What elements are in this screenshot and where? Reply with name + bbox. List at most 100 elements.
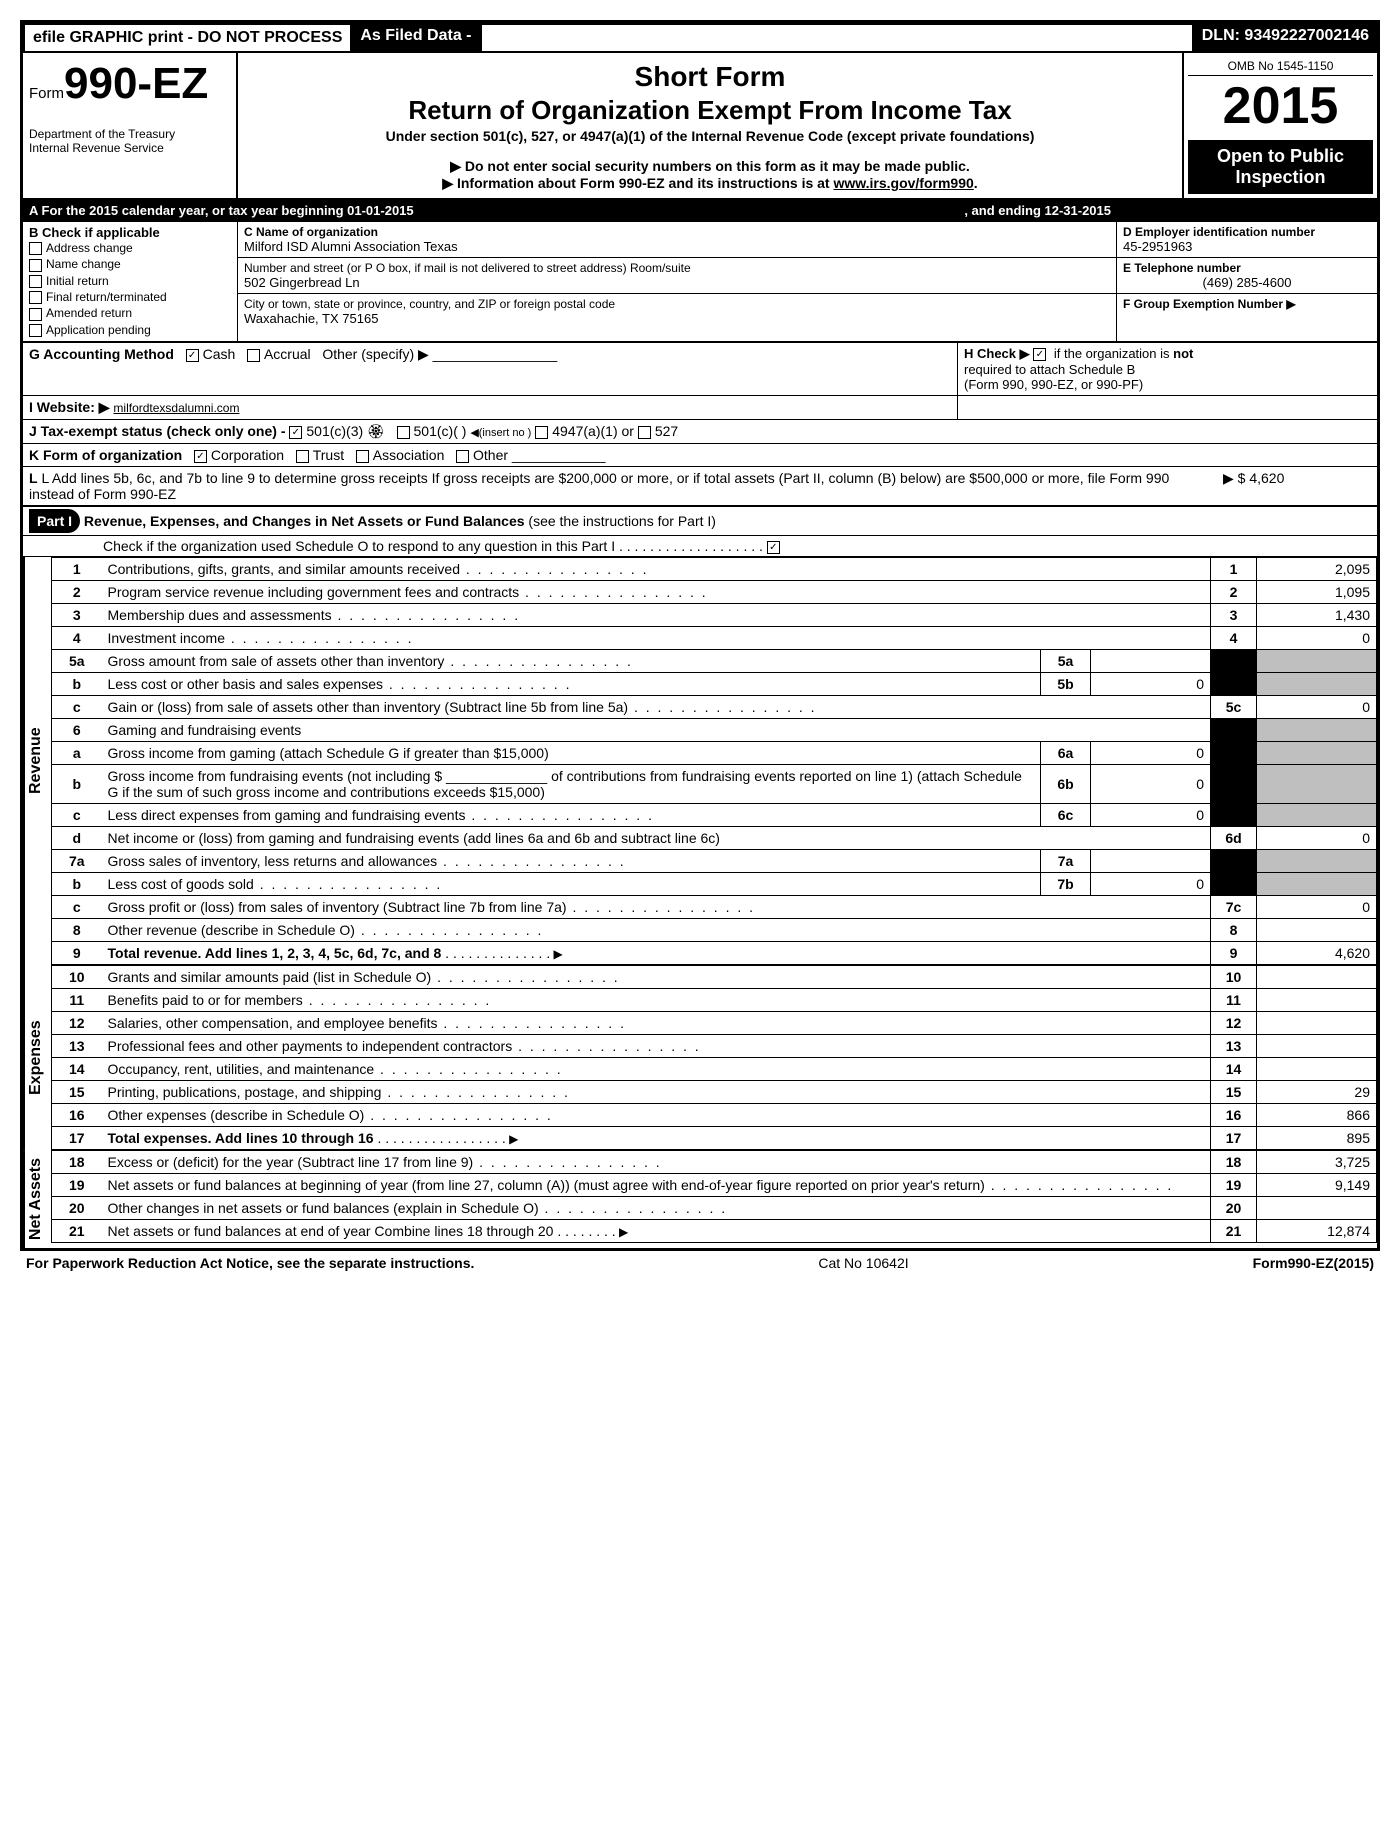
header-mid: Short Form Return of Organization Exempt…: [238, 53, 1182, 198]
form-header: Form990-EZ Department of the Treasury In…: [23, 53, 1377, 200]
line-6d: dNet income or (loss) from gaming and fu…: [52, 826, 1377, 849]
check-cash[interactable]: ✓: [186, 349, 199, 362]
part-1-check: Check if the organization used Schedule …: [23, 536, 1377, 557]
bullet-info: ▶ Information about Form 990-EZ and its …: [250, 175, 1170, 192]
footer-left: For Paperwork Reduction Act Notice, see …: [26, 1255, 474, 1271]
check-501c[interactable]: [397, 426, 410, 439]
line-16: 16Other expenses (describe in Schedule O…: [52, 1103, 1377, 1126]
tax-year: 2015: [1188, 76, 1373, 136]
line-1: 1Contributions, gifts, grants, and simil…: [52, 557, 1377, 580]
check-amended[interactable]: Amended return: [29, 305, 231, 321]
check-final[interactable]: Final return/terminated: [29, 289, 231, 305]
expenses-table: 10Grants and similar amounts paid (list …: [51, 965, 1377, 1150]
check-other[interactable]: [456, 450, 469, 463]
check-schedule-b[interactable]: ✓: [1033, 348, 1046, 361]
check-trust[interactable]: [296, 450, 309, 463]
line-11: 11Benefits paid to or for members11: [52, 988, 1377, 1011]
check-501c3[interactable]: ✓: [289, 426, 302, 439]
dept-treasury: Department of the Treasury: [29, 127, 230, 141]
check-4947[interactable]: [535, 426, 548, 439]
section-j: J Tax-exempt status (check only one) - ✓…: [23, 420, 1377, 444]
line-9: 9Total revenue. Add lines 1, 2, 3, 4, 5c…: [52, 941, 1377, 964]
check-assoc[interactable]: [356, 450, 369, 463]
footer-mid: Cat No 10642I: [818, 1255, 908, 1271]
line-5b: bLess cost or other basis and sales expe…: [52, 672, 1377, 695]
dept-irs: Internal Revenue Service: [29, 141, 230, 155]
line-6a: aGross income from gaming (attach Schedu…: [52, 741, 1377, 764]
form-footer: For Paperwork Reduction Act Notice, see …: [20, 1251, 1380, 1275]
check-initial[interactable]: Initial return: [29, 273, 231, 289]
line-5a: 5aGross amount from sale of assets other…: [52, 649, 1377, 672]
check-schedule-o[interactable]: ✓: [767, 541, 780, 554]
section-k: K Form of organization ✓Corporation Trus…: [23, 444, 1377, 467]
line-2: 2Program service revenue including gover…: [52, 580, 1377, 603]
form-number: Form990-EZ: [29, 59, 230, 109]
section-h: H Check ▶ ✓ if the organization is not r…: [957, 343, 1377, 395]
netassets-table: 18Excess or (deficit) for the year (Subt…: [51, 1150, 1377, 1243]
section-i: I Website: ▶ milfordtexsdalumni.com: [23, 396, 1377, 420]
section-def: D Employer identification number 45-2951…: [1117, 222, 1377, 341]
side-expenses: Expenses: [23, 965, 51, 1150]
line-7c: cGross profit or (loss) from sales of in…: [52, 895, 1377, 918]
org-street: 502 Gingerbread Ln: [244, 275, 1110, 290]
section-bcd: B Check if applicable Address change Nam…: [23, 222, 1377, 343]
line-6: 6Gaming and fundraising events: [52, 718, 1377, 741]
check-accrual[interactable]: [247, 349, 260, 362]
omb-no: OMB No 1545-1150: [1188, 57, 1373, 76]
line-10: 10Grants and similar amounts paid (list …: [52, 965, 1377, 988]
line-7b: bLess cost of goods sold7b0: [52, 872, 1377, 895]
asfiled-label: As Filed Data -: [352, 23, 479, 53]
line-6c: cLess direct expenses from gaming and fu…: [52, 803, 1377, 826]
group-exemption: F Group Exemption Number ▶: [1123, 297, 1371, 311]
footer-right: Form990-EZ(2015): [1253, 1255, 1374, 1271]
check-corp[interactable]: ✓: [194, 450, 207, 463]
section-gh: G Accounting Method ✓Cash Accrual Other …: [23, 343, 1377, 396]
org-city: Waxahachie, TX 75165: [244, 311, 1110, 326]
section-b: B Check if applicable Address change Nam…: [23, 222, 238, 341]
bullet-ssn: ▶ Do not enter social security numbers o…: [250, 158, 1170, 175]
website-link[interactable]: milfordtexsdalumni.com: [113, 401, 239, 415]
side-netassets: Net Assets: [23, 1150, 51, 1248]
header-right: OMB No 1545-1150 2015 Open to Public Ins…: [1182, 53, 1377, 198]
irs-link[interactable]: www.irs.gov/form990: [833, 175, 973, 191]
check-name[interactable]: Name change: [29, 256, 231, 272]
title-short-form: Short Form: [250, 61, 1170, 93]
line-4: 4Investment income40: [52, 626, 1377, 649]
side-revenue: Revenue: [23, 557, 51, 965]
line-12: 12Salaries, other compensation, and empl…: [52, 1011, 1377, 1034]
line-8: 8Other revenue (describe in Schedule O)8: [52, 918, 1377, 941]
line-5c: cGain or (loss) from sale of assets othe…: [52, 695, 1377, 718]
open-inspection: Open to Public Inspection: [1188, 140, 1373, 194]
dln: DLN: 93492227002146: [1194, 23, 1377, 53]
org-name: Milford ISD Alumni Association Texas: [244, 239, 1110, 254]
line-17: 17Total expenses. Add lines 10 through 1…: [52, 1126, 1377, 1149]
line-18: 18Excess or (deficit) for the year (Subt…: [52, 1150, 1377, 1173]
gross-receipts: ▶ $ 4,620: [1217, 467, 1377, 505]
form-990ez: efile GRAPHIC print - DO NOT PROCESS As …: [20, 20, 1380, 1251]
line-14: 14Occupancy, rent, utilities, and mainte…: [52, 1057, 1377, 1080]
line-21: 21Net assets or fund balances at end of …: [52, 1219, 1377, 1242]
check-527[interactable]: [638, 426, 651, 439]
check-pending[interactable]: Application pending: [29, 322, 231, 338]
efile-label: efile GRAPHIC print - DO NOT PROCESS: [23, 23, 352, 53]
line-13: 13Professional fees and other payments t…: [52, 1034, 1377, 1057]
netassets-section: Net Assets 18Excess or (deficit) for the…: [23, 1150, 1377, 1248]
top-bar: efile GRAPHIC print - DO NOT PROCESS As …: [23, 23, 1377, 53]
subtitle: Under section 501(c), 527, or 4947(a)(1)…: [250, 128, 1170, 144]
section-c: C Name of organization Milford ISD Alumn…: [238, 222, 1117, 341]
asfiled-blank: [480, 23, 1194, 53]
revenue-table: 1Contributions, gifts, grants, and simil…: [51, 557, 1377, 965]
header-left: Form990-EZ Department of the Treasury In…: [23, 53, 238, 198]
revenue-section: Revenue 1Contributions, gifts, grants, a…: [23, 557, 1377, 965]
check-address[interactable]: Address change: [29, 240, 231, 256]
ein: 45-2951963: [1123, 239, 1371, 254]
section-a: A For the 2015 calendar year, or tax yea…: [23, 200, 1377, 222]
expenses-section: Expenses 10Grants and similar amounts pa…: [23, 965, 1377, 1150]
part-1-header: Part I Revenue, Expenses, and Changes in…: [23, 507, 1377, 536]
section-l: L L Add lines 5b, 6c, and 7b to line 9 t…: [23, 467, 1377, 507]
line-6b: bGross income from fundraising events (n…: [52, 764, 1377, 803]
phone: (469) 285-4600: [1123, 275, 1371, 290]
line-15: 15Printing, publications, postage, and s…: [52, 1080, 1377, 1103]
line-20: 20Other changes in net assets or fund ba…: [52, 1196, 1377, 1219]
line-19: 19Net assets or fund balances at beginni…: [52, 1173, 1377, 1196]
